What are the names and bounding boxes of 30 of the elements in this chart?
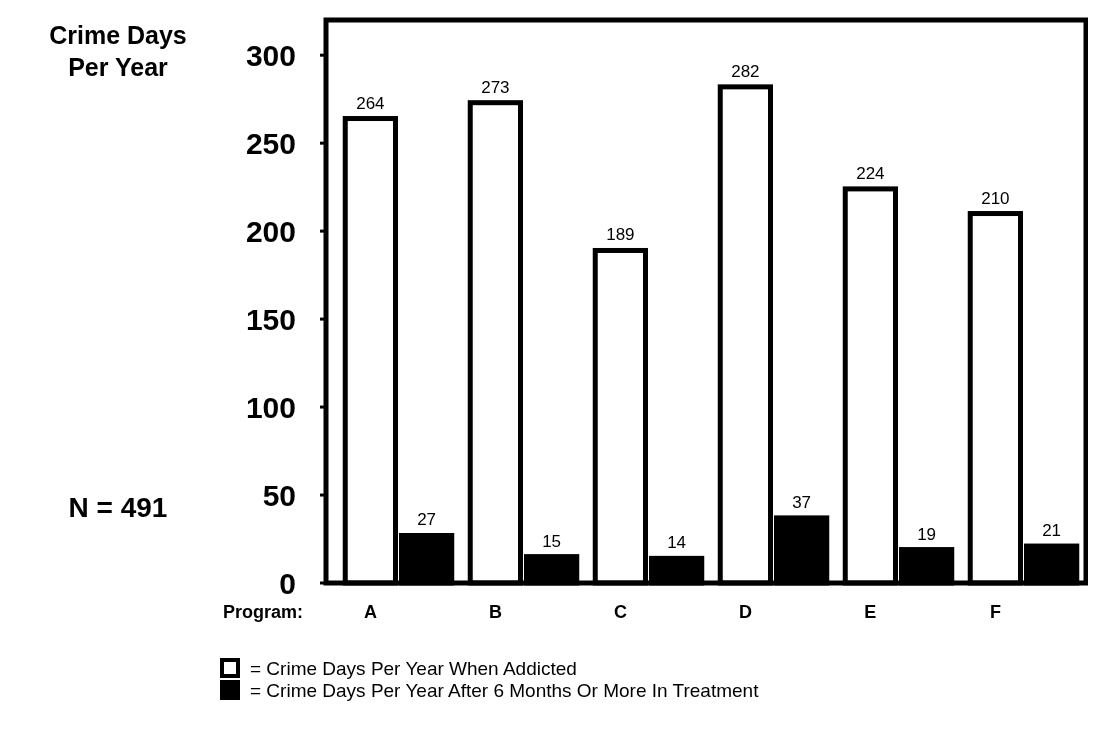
- data-label: 19: [917, 524, 937, 544]
- data-label: 21: [1042, 521, 1062, 541]
- x-tick-label: B: [488, 602, 502, 622]
- text: N = 491: [68, 492, 168, 524]
- y-tick-label: 300: [245, 38, 296, 72]
- x-tick-label: E: [864, 602, 877, 622]
- x-axis-title: Program:: [222, 602, 304, 622]
- y-tick-label: 100: [245, 390, 296, 424]
- y-tick-label: 200: [245, 214, 296, 248]
- data-label: 27: [417, 510, 437, 530]
- y-tick-label: 250: [245, 126, 296, 160]
- x-tick-label: A: [363, 602, 377, 622]
- y-tick-label: 150: [245, 302, 296, 336]
- legend-label: = Crime Days Per Year After 6 Months Or More In Treatment: [250, 680, 760, 701]
- data-label: 264: [356, 93, 385, 113]
- data-label: 224: [856, 163, 885, 183]
- data-label: 282: [731, 61, 760, 81]
- data-label: 189: [606, 225, 635, 245]
- data-label: 273: [481, 77, 510, 97]
- data-label: 15: [542, 531, 562, 551]
- x-tick-label: F: [989, 602, 1001, 622]
- x-tick-label: C: [613, 602, 627, 622]
- y-tick-label: 0: [279, 566, 296, 600]
- y-axis-title: Crime Days Per Year: [49, 21, 187, 81]
- data-label: 210: [981, 188, 1010, 208]
- data-label: 37: [792, 492, 812, 512]
- y-tick-label: 50: [262, 478, 296, 512]
- x-tick-label: D: [738, 602, 752, 622]
- data-label: 14: [667, 533, 687, 553]
- legend-label: = Crime Days Per Year When Addicted: [250, 658, 577, 679]
